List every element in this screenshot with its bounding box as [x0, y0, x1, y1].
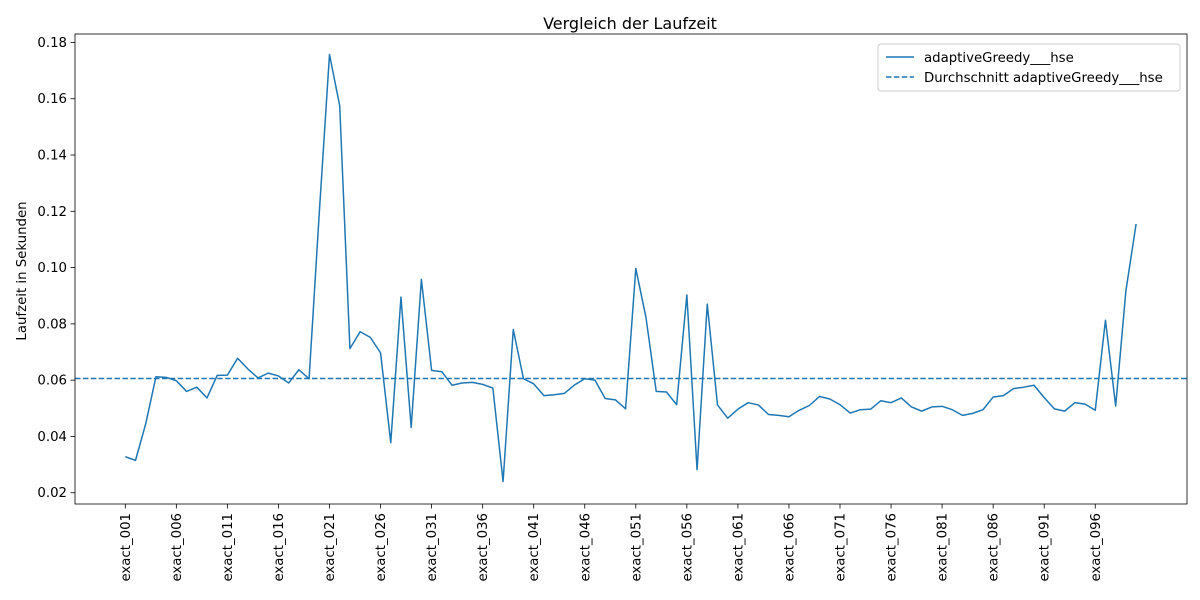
- series-line-adaptiveGreedy: [125, 53, 1137, 483]
- y-tick-label: 0.18: [37, 36, 67, 51]
- x-tick-label: exact_051: [629, 513, 644, 582]
- x-tick-label: exact_096: [1089, 513, 1104, 582]
- x-tick-label: exact_076: [885, 513, 900, 582]
- x-tick-label: exact_031: [425, 513, 440, 582]
- x-tick-label: exact_086: [987, 513, 1002, 582]
- x-tick-label: exact_061: [731, 513, 746, 582]
- x-tick-label: exact_066: [782, 513, 797, 582]
- y-axis-label: Laufzeit in Sekunden: [15, 201, 30, 340]
- y-tick-label: 0.06: [37, 374, 67, 389]
- y-tick-label: 0.02: [37, 486, 67, 501]
- x-tick-label: exact_011: [221, 513, 236, 582]
- x-tick-label: exact_026: [374, 513, 389, 582]
- x-tick-label: exact_071: [834, 513, 849, 582]
- plot-area: 0.02 0.04 0.06 0.08 0.10 0.12 0.14 0.16 0.18 exac…: [37, 33, 1188, 582]
- legend-label-series: adaptiveGreedy___hse: [924, 51, 1074, 66]
- x-tick-label: exact_041: [527, 513, 542, 582]
- x-tick-label: exact_021: [323, 513, 338, 582]
- x-tick-label: exact_046: [578, 513, 593, 582]
- legend-box: [877, 43, 1181, 92]
- x-tick-label: exact_081: [936, 513, 951, 582]
- y-tick-label: 0.04: [37, 430, 67, 445]
- x-tick-label: exact_091: [1038, 513, 1053, 582]
- x-tick-label: exact_006: [170, 513, 185, 582]
- legend-label-average: Durchschnitt adaptiveGreedy___hse: [924, 71, 1163, 86]
- x-tick-label: exact_056: [680, 513, 695, 582]
- y-tick-label: 0.10: [37, 261, 67, 276]
- x-tick-label: exact_001: [119, 513, 134, 582]
- y-tick-label: 0.08: [37, 317, 67, 332]
- y-tick-label: 0.16: [37, 92, 67, 107]
- x-tick-label: exact_016: [272, 513, 287, 582]
- y-tick-label: 0.14: [37, 149, 67, 164]
- y-tick-label: 0.12: [37, 205, 67, 220]
- legend: adaptiveGreedy___hse Durchschnitt adapti…: [877, 43, 1181, 92]
- x-tick-label: exact_036: [476, 513, 491, 582]
- axes-frame: [74, 33, 1188, 505]
- chart-title: Vergleich der Laufzeit: [543, 14, 717, 33]
